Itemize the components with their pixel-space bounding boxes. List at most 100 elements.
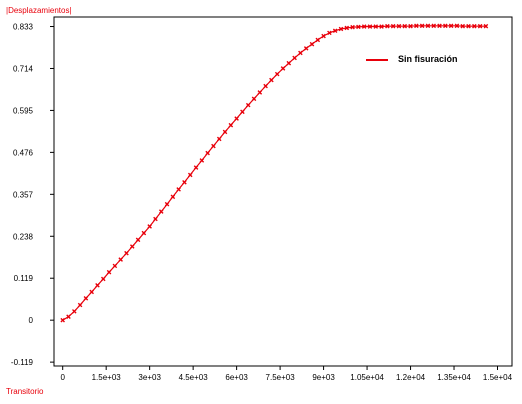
data-point	[373, 24, 379, 29]
data-point	[269, 77, 274, 83]
x-tick-label: 1.35e+04	[437, 373, 471, 382]
data-point	[332, 28, 338, 34]
data-point	[390, 23, 396, 29]
plot-frame	[53, 16, 513, 367]
data-point	[147, 224, 152, 229]
data-point	[425, 23, 431, 29]
x-tick-label: 7.5e+03	[266, 373, 296, 382]
data-point	[274, 71, 280, 77]
x-tick-label: 1.5e+04	[483, 373, 513, 382]
data-point	[327, 30, 332, 36]
data-point	[298, 50, 303, 56]
y-tick-label: -0.119	[11, 358, 34, 367]
data-point	[222, 129, 228, 135]
y-tick-label: 0.714	[13, 64, 34, 73]
data-point	[118, 257, 123, 262]
data-point	[77, 302, 83, 308]
y-tick-label: 0.476	[13, 148, 34, 157]
x-axis-title: Transitorio	[6, 387, 44, 396]
data-point	[379, 24, 384, 29]
data-point	[419, 23, 425, 29]
data-point	[234, 116, 239, 121]
data-point	[356, 24, 361, 30]
data-point	[60, 317, 65, 323]
data-point	[443, 23, 448, 29]
x-tick-label: 3e+03	[138, 373, 161, 382]
data-point	[338, 26, 344, 32]
data-point	[483, 23, 489, 29]
data-point	[83, 296, 89, 301]
series-line	[62, 25, 486, 321]
data-point	[135, 237, 141, 243]
data-point	[129, 244, 135, 249]
data-point	[182, 180, 187, 185]
data-point	[309, 41, 315, 47]
data-point	[477, 23, 483, 29]
legend-label: Sin fisuración	[398, 54, 458, 64]
data-point	[350, 24, 355, 30]
data-point	[396, 23, 402, 29]
data-point	[303, 46, 309, 51]
data-point	[240, 109, 245, 115]
data-point	[257, 90, 263, 95]
data-point	[437, 23, 442, 29]
data-point	[385, 23, 390, 29]
data-point	[454, 23, 460, 29]
data-point	[228, 122, 234, 128]
x-tick-label: 9e+03	[312, 373, 335, 382]
data-point	[292, 55, 297, 61]
data-point	[66, 314, 71, 319]
x-tick-label: 6e+03	[225, 373, 248, 382]
data-point	[106, 269, 112, 275]
data-point	[71, 309, 77, 314]
data-point	[448, 23, 454, 29]
data-point	[205, 150, 210, 156]
data-point	[414, 23, 419, 29]
legend: Sin fisuración	[366, 54, 458, 64]
y-tick-label: 0.595	[13, 106, 34, 115]
data-point	[361, 24, 367, 29]
x-tick-label: 1.2e+04	[396, 373, 426, 382]
x-tick-label: 0	[60, 373, 65, 382]
y-tick-label: 0.833	[13, 23, 34, 32]
y-axis-title: |Desplazamientos|	[6, 6, 72, 15]
data-point	[286, 60, 292, 66]
data-point	[193, 165, 199, 170]
data-point	[100, 276, 106, 282]
y-tick-label: 0	[29, 316, 34, 325]
data-point	[89, 289, 94, 295]
data-point	[199, 158, 205, 163]
series-layer	[60, 23, 489, 323]
data-point	[176, 187, 181, 192]
data-point	[402, 23, 408, 29]
y-tick-label: 0.238	[13, 232, 34, 241]
x-tick-label: 1.05e+04	[350, 373, 384, 382]
data-point	[158, 209, 164, 214]
data-point	[472, 23, 477, 29]
x-tick-label: 1.5e+03	[92, 373, 122, 382]
data-point	[187, 172, 193, 178]
y-tick-label: 0.119	[14, 274, 34, 283]
data-point	[251, 96, 257, 102]
data-point	[216, 136, 222, 142]
data-point	[164, 201, 170, 207]
data-point	[460, 23, 466, 29]
data-point	[466, 23, 471, 29]
data-point	[408, 23, 413, 29]
y-tick-label: 0.357	[13, 190, 34, 199]
data-point	[263, 83, 268, 89]
y-axis: 0.833 0.714 0.595 0.476 0.357 0.238 0.119 0 -0.1…	[11, 23, 54, 367]
data-point	[280, 66, 286, 71]
data-point	[95, 282, 100, 288]
data-point	[321, 33, 326, 39]
data-point	[112, 263, 118, 269]
x-axis: 0 1.5e+03 3e+03 4.5e+03 6e+03 7.5e+03 9e+03 1.0…	[60, 366, 513, 382]
data-point	[367, 24, 373, 29]
data-point	[431, 23, 437, 29]
data-point	[245, 102, 251, 108]
data-point	[211, 143, 216, 149]
data-point	[124, 250, 129, 256]
data-point	[344, 25, 350, 31]
data-point	[315, 37, 321, 43]
